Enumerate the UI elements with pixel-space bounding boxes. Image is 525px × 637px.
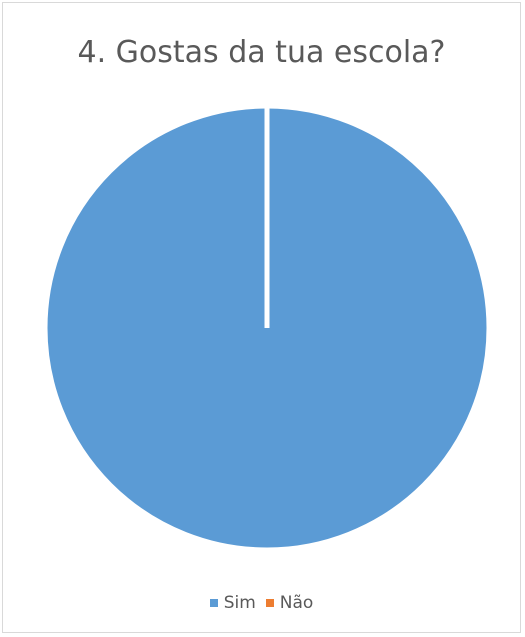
legend-label-nao: Não: [279, 593, 314, 613]
legend-item-nao: Não: [265, 593, 314, 613]
legend-item-sim: Sim: [209, 593, 256, 613]
chart-title: 4. Gostas da tua escola?: [77, 35, 446, 70]
legend: Sim Não: [3, 593, 520, 613]
pie-plot: [44, 105, 490, 551]
chart-area: 4. Gostas da tua escola? Sim Não: [2, 2, 521, 633]
legend-swatch-nao: [265, 599, 274, 607]
legend-label-sim: Sim: [223, 593, 256, 613]
legend-swatch-sim: [209, 599, 218, 607]
